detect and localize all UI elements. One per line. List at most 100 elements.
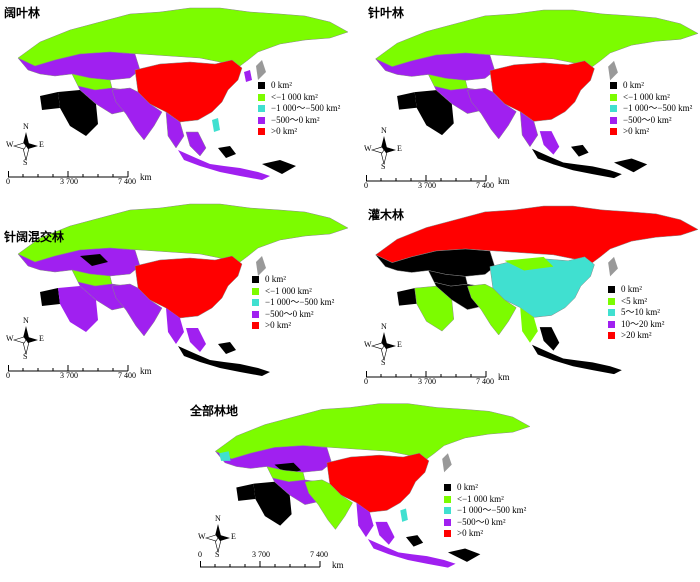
- legend-item: −1 000～−500 km²: [258, 103, 340, 115]
- legend-swatch: [610, 128, 617, 136]
- legend-item: >0 km²: [258, 126, 340, 138]
- north-arrow-icon: N S W E: [364, 126, 402, 171]
- legend-swatch: [258, 82, 265, 90]
- panel-title: 灌木林: [368, 208, 405, 222]
- scale-label: 7 400: [476, 181, 494, 190]
- scale-label: 3 700: [418, 181, 436, 190]
- panel-title: 阔叶林: [4, 6, 41, 20]
- legend-swatch: [608, 309, 615, 317]
- scale-label: 3 700: [60, 371, 78, 380]
- panel-all-forest: 全部林地 0 km² <−1 000 km² −1 000～−500 km² −…: [190, 396, 540, 579]
- legend-swatch: [608, 297, 615, 305]
- scale-unit: km: [140, 366, 152, 376]
- panel-broadleaf: 阔叶林 0 km² <−1 000 km² −1 000～−500 km² −5…: [0, 0, 350, 192]
- coniferous-map: [375, 9, 699, 179]
- central-asia-region: [17, 51, 141, 91]
- legend-item: <−1 000 km²: [610, 92, 692, 104]
- mixed-map: [17, 203, 349, 376]
- scale-label: 7 400: [118, 177, 136, 186]
- broadleaf-map: [17, 7, 349, 180]
- scale-label: 3 700: [418, 377, 436, 386]
- legend-swatch: [444, 507, 451, 515]
- legend-swatch: [252, 322, 259, 330]
- north-arrow-icon: N S W E: [6, 316, 44, 361]
- map-legend: 0 km² <5 km² 5～10 km² 10～20 km² >20 km²: [608, 284, 664, 342]
- legend-item: 0 km²: [610, 80, 692, 92]
- scale-unit: km: [332, 560, 344, 570]
- legend-item: <−1 000 km²: [258, 92, 340, 104]
- legend-swatch: [610, 82, 617, 90]
- legend-swatch: [252, 276, 259, 284]
- scale-label: 7 400: [476, 377, 494, 386]
- legend-swatch: [608, 286, 615, 294]
- map-legend: 0 km² <−1 000 km² −1 000～−500 km² −500～0…: [610, 80, 692, 138]
- scale-bar: 0 3 700 7 400 km: [364, 174, 526, 196]
- legend-item: −500～0 km²: [258, 115, 340, 127]
- legend-item: >0 km²: [444, 528, 526, 540]
- legend-item: −500～0 km²: [444, 517, 526, 529]
- scale-label: 3 700: [60, 177, 78, 186]
- legend-swatch: [444, 495, 451, 503]
- scale-unit: km: [498, 372, 510, 382]
- scale-unit: km: [498, 176, 510, 186]
- panel-title: 针阔混交林: [4, 230, 65, 244]
- scale-label: 0: [6, 177, 10, 186]
- china-region: [134, 59, 243, 123]
- legend-swatch: [252, 299, 259, 307]
- legend-swatch: [258, 116, 265, 124]
- panel-coniferous: 针叶林 0 km² <−1 000 km² −1 000～−500 km² −5…: [358, 0, 700, 192]
- legend-swatch: [258, 93, 265, 101]
- shrub-map: [375, 205, 699, 375]
- scale-label: 0: [198, 550, 202, 559]
- legend-swatch: [608, 332, 615, 340]
- panel-mixed: 针阔混交林 0 km² <−1 000 km² −1 000～−500 km² …: [0, 196, 350, 388]
- legend-swatch: [258, 128, 265, 136]
- scale-bar: 0 3 700 7 400 km: [198, 550, 360, 582]
- scale-bar: 0 3 700 7 400 km: [364, 370, 526, 392]
- legend-item: −1 000～−500 km²: [252, 297, 334, 309]
- legend-item: <−1 000 km²: [252, 286, 334, 298]
- scale-unit: km: [140, 172, 152, 182]
- legend-swatch: [444, 518, 451, 526]
- legend-swatch: [252, 310, 259, 318]
- legend-swatch: [610, 116, 617, 124]
- scale-label: 7 400: [310, 550, 328, 559]
- panel-title: 全部林地: [190, 404, 239, 418]
- japan-korea-region: [244, 60, 266, 82]
- legend-item: >20 km²: [608, 330, 664, 342]
- map-legend: 0 km² <−1 000 km² −1 000～−500 km² −500～0…: [444, 482, 526, 540]
- scale-label: 3 700: [252, 550, 270, 559]
- legend-swatch: [252, 287, 259, 295]
- legend-item: 0 km²: [252, 274, 334, 286]
- legend-item: 0 km²: [444, 482, 526, 494]
- panel-title: 针叶林: [368, 6, 405, 20]
- legend-swatch: [610, 105, 617, 113]
- north-arrow-icon: N S W E: [6, 122, 44, 167]
- north-arrow-icon: N S W E: [198, 514, 236, 559]
- south-asia-region: [111, 87, 185, 149]
- legend-item: −500～0 km²: [252, 309, 334, 321]
- legend-swatch: [444, 484, 451, 492]
- legend-swatch: [608, 320, 615, 328]
- legend-swatch: [610, 93, 617, 101]
- legend-item: >0 km²: [610, 126, 692, 138]
- legend-item: >0 km²: [252, 320, 334, 332]
- legend-item: 0 km²: [608, 284, 664, 296]
- legend-swatch: [444, 530, 451, 538]
- all-forest-map: [214, 403, 531, 568]
- legend-item: −1 000～−500 km²: [444, 505, 526, 517]
- scale-label: 0: [6, 371, 10, 380]
- legend-item: <−1 000 km²: [444, 494, 526, 506]
- legend-item: −1 000～−500 km²: [610, 103, 692, 115]
- legend-item: −500～0 km²: [610, 115, 692, 127]
- legend-item: 10～20 km²: [608, 319, 664, 331]
- scale-label: 0: [364, 181, 368, 190]
- legend-swatch: [258, 105, 265, 113]
- map-legend: 0 km² <−1 000 km² −1 000～−500 km² −500～0…: [258, 80, 340, 138]
- scale-bar: 0 3 700 7 400 km: [6, 170, 168, 192]
- legend-item: 5～10 km²: [608, 307, 664, 319]
- scale-label: 0: [364, 377, 368, 386]
- legend-item: <5 km²: [608, 296, 664, 308]
- scale-bar: 0 3 700 7 400 km: [6, 364, 168, 386]
- southeast-asia-region: [178, 118, 296, 180]
